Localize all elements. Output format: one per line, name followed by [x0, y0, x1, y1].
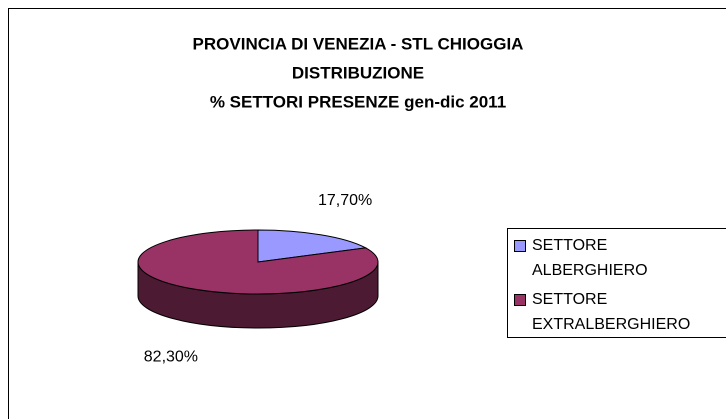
legend-item: SETTORE ALBERGHIERO: [514, 233, 726, 283]
legend-item: SETTORE EXTRALBERGHIERO: [514, 287, 726, 337]
legend: SETTORE ALBERGHIERO SETTORE EXTRALBERGHIE…: [507, 228, 726, 338]
chart-frame: [8, 8, 726, 419]
chart-title: PROVINCIA DI VENEZIA - STL CHIOGGIA: [193, 34, 524, 53]
legend-label: SETTORE ALBERGHIERO: [532, 237, 648, 279]
pie-slice: [137, 229, 379, 295]
legend-label: SETTORE EXTRALBERGHIERO: [532, 291, 691, 333]
pie-slice: [257, 229, 368, 263]
chart-title: DISTRIBUZIONE: [292, 63, 424, 82]
legend-swatch: [514, 240, 526, 252]
chart-title: % SETTORI PRESENZE gen-dic 2011: [210, 92, 506, 111]
data-label: 82,30%: [144, 348, 198, 365]
data-label: 17,70%: [318, 192, 372, 209]
legend-swatch: [514, 294, 526, 306]
